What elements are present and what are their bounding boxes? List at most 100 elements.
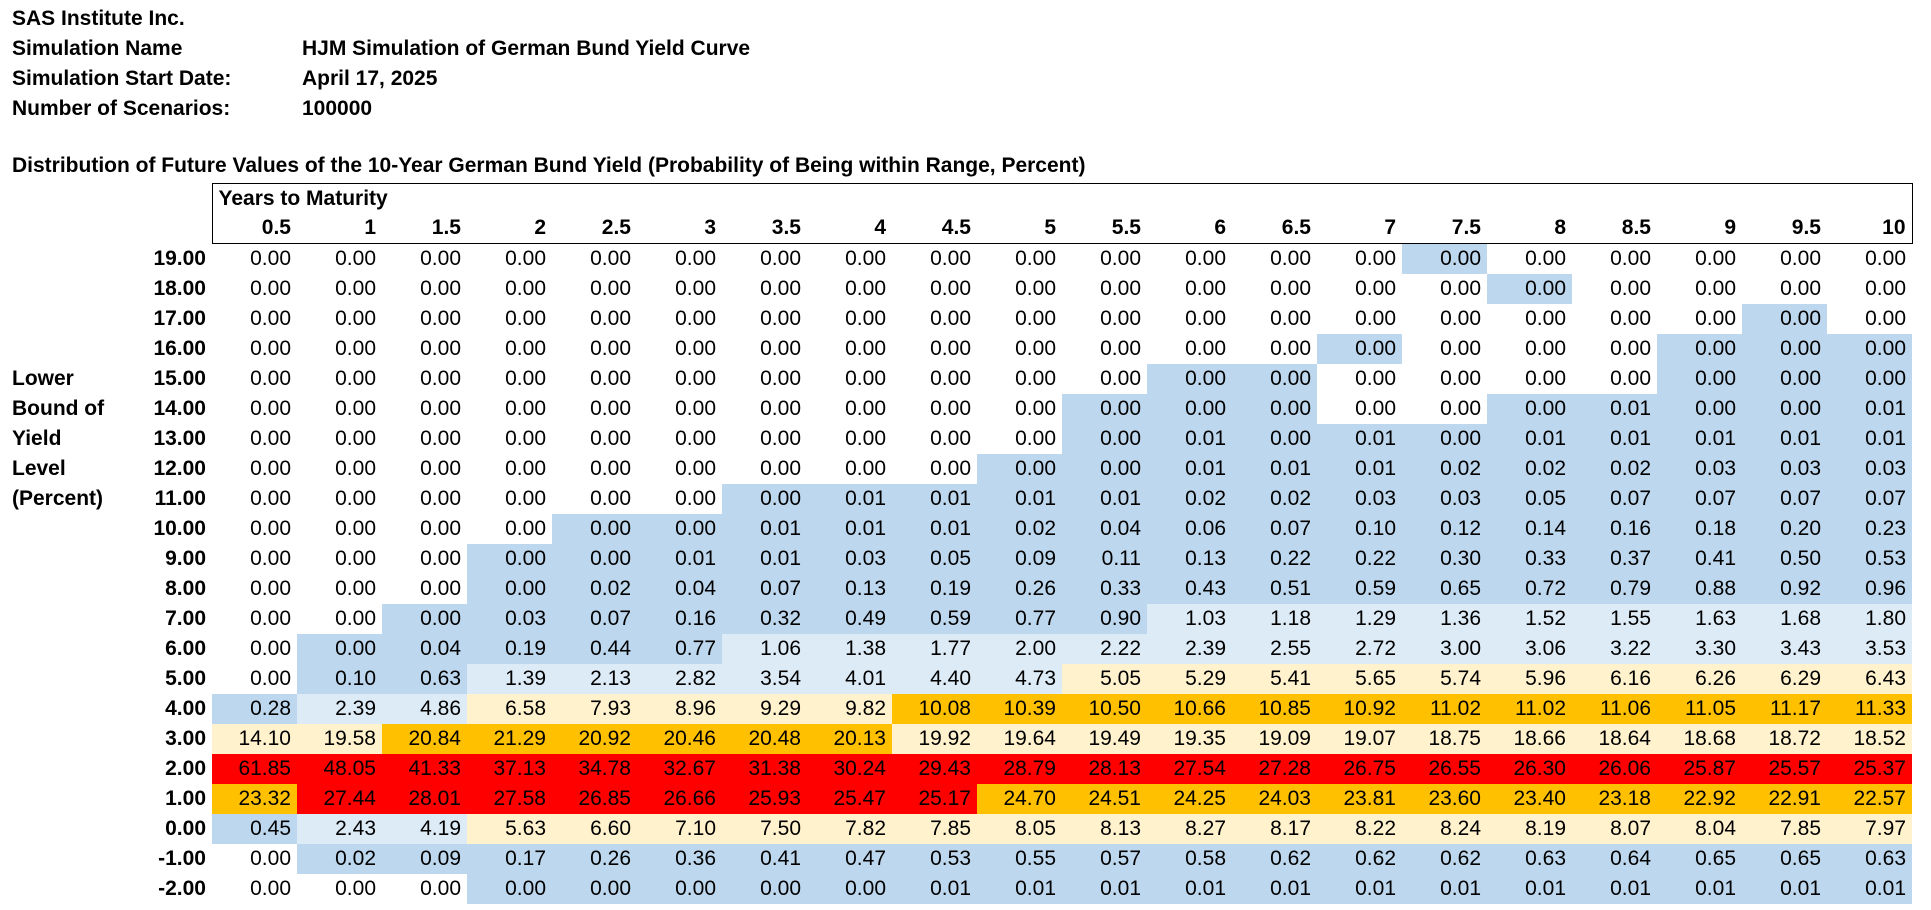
probability-cell: 0.00	[1317, 273, 1402, 304]
probability-cell: 0.00	[212, 243, 297, 274]
probability-cell: 0.65	[1402, 573, 1487, 604]
corner-cell	[127, 183, 212, 214]
probability-cell: 0.88	[1657, 573, 1742, 604]
probability-cell: 28.13	[1062, 753, 1147, 784]
row-label-cell: 16.00	[127, 333, 212, 364]
table-row: -1.00 0.00 0.02 0.09 0.17 0.26 0.36 0.41 0.47 0.5…	[127, 843, 1912, 874]
probability-cell: 0.00	[382, 513, 467, 544]
probability-cell: 0.00	[1487, 243, 1572, 274]
probability-cell: 6.26	[1657, 663, 1742, 694]
probability-cell: 0.00	[1827, 333, 1912, 364]
probability-cell: 18.66	[1487, 723, 1572, 754]
probability-cell: 0.00	[892, 393, 977, 424]
probability-cell: 0.00	[297, 243, 382, 274]
probability-cell: 0.00	[1062, 333, 1147, 364]
probability-cell: 0.01	[1742, 423, 1827, 454]
probability-cell: 0.00	[1232, 243, 1317, 274]
probability-cell: 24.03	[1232, 783, 1317, 814]
probability-cell: 0.01	[1232, 873, 1317, 904]
probability-cell: 0.00	[467, 483, 552, 514]
probability-cell: 0.64	[1572, 843, 1657, 874]
probability-cell: 0.00	[1827, 243, 1912, 274]
probability-cell: 0.16	[637, 603, 722, 634]
probability-cell: 0.00	[552, 363, 637, 394]
probability-cell: 23.32	[212, 783, 297, 814]
probability-cell: 0.00	[212, 423, 297, 454]
probability-cell: 0.01	[1572, 873, 1657, 904]
probability-cell: 0.00	[297, 423, 382, 454]
column-group-row: Years to Maturity	[127, 183, 1913, 214]
row-axis-label-line: (Percent)	[12, 487, 104, 510]
probability-cell: 0.43	[1147, 573, 1232, 604]
probability-cell: 22.92	[1657, 783, 1742, 814]
probability-cell: 1.80	[1827, 603, 1912, 634]
probability-cell: 24.25	[1147, 783, 1232, 814]
probability-cell: 0.13	[1147, 543, 1232, 574]
probability-cell: 0.00	[297, 333, 382, 364]
probability-cell: 0.07	[1572, 483, 1657, 514]
row-label-cell: 19.00	[127, 243, 212, 274]
probability-cell: 0.00	[467, 573, 552, 604]
probability-cell: 0.00	[467, 453, 552, 484]
probability-cell: 0.00	[382, 483, 467, 514]
probability-cell: 0.00	[807, 303, 892, 334]
probability-cell: 0.00	[637, 303, 722, 334]
probability-cell: 0.00	[1232, 363, 1317, 394]
probability-cell: 25.47	[807, 783, 892, 814]
probability-cell: 25.17	[892, 783, 977, 814]
probability-cell: 24.51	[1062, 783, 1147, 814]
probability-cell: 0.19	[467, 633, 552, 664]
probability-cell: 0.00	[382, 333, 467, 364]
probability-cell: 0.00	[297, 543, 382, 574]
probability-cell: 0.00	[552, 273, 637, 304]
probability-cell: 24.70	[977, 783, 1062, 814]
probability-cell: 26.55	[1402, 753, 1487, 784]
probability-cell: 0.00	[212, 633, 297, 664]
probability-cell: 0.03	[807, 543, 892, 574]
table-row: 3.00 14.10 19.58 20.84 21.29 20.92 20.46 20.48 2…	[127, 723, 1912, 754]
probability-cell: 1.18	[1232, 603, 1317, 634]
probability-cell: 5.96	[1487, 663, 1572, 694]
probability-cell: 9.82	[807, 693, 892, 724]
probability-cell: 0.00	[722, 243, 807, 274]
probability-cell: 7.10	[637, 813, 722, 844]
probability-cell: 0.00	[212, 873, 297, 904]
probability-cell: 5.29	[1147, 663, 1232, 694]
probability-cell: 7.50	[722, 813, 807, 844]
probability-cell: 0.01	[1147, 873, 1232, 904]
probability-cell: 0.49	[807, 603, 892, 634]
probability-cell: 19.07	[1317, 723, 1402, 754]
maturity-header-cell: 3	[637, 213, 722, 244]
probability-cell: 2.00	[977, 633, 1062, 664]
probability-cell: 0.00	[1657, 333, 1742, 364]
probability-cell: 0.00	[552, 483, 637, 514]
probability-cell: 0.04	[1062, 513, 1147, 544]
probability-cell: 0.07	[552, 603, 637, 634]
probability-cell: 0.00	[212, 573, 297, 604]
probability-cell: 0.00	[382, 453, 467, 484]
probability-cell: 28.01	[382, 783, 467, 814]
probability-cell: 0.00	[552, 423, 637, 454]
table-row: 15.00 0.00 0.00 0.00 0.00 0.00 0.00 0.00 0.00 0.0…	[127, 363, 1912, 394]
probability-cell: 0.10	[297, 663, 382, 694]
probability-cell: 0.00	[212, 393, 297, 424]
probability-cell: 31.38	[722, 753, 807, 784]
probability-cell: 0.00	[892, 453, 977, 484]
probability-cell: 0.00	[297, 363, 382, 394]
table-row: 14.00 0.00 0.00 0.00 0.00 0.00 0.00 0.00 0.00 0.0…	[127, 393, 1912, 424]
probability-cell: 0.00	[552, 543, 637, 574]
probability-cell: 0.00	[297, 483, 382, 514]
probability-cell: 0.00	[977, 303, 1062, 334]
probability-cell: 0.00	[977, 273, 1062, 304]
probability-cell: 3.43	[1742, 633, 1827, 664]
maturity-header-cell: 6	[1147, 213, 1232, 244]
corner-cell	[127, 213, 212, 244]
probability-cell: 0.01	[1742, 873, 1827, 904]
probability-cell: 0.00	[1657, 243, 1742, 274]
table-row: 13.00 0.00 0.00 0.00 0.00 0.00 0.00 0.00 0.00 0.0…	[127, 423, 1912, 454]
header-value: 100000	[302, 97, 373, 120]
probability-cell: 8.19	[1487, 813, 1572, 844]
probability-cell: 23.40	[1487, 783, 1572, 814]
probability-cell: 0.55	[977, 843, 1062, 874]
probability-cell: 0.00	[892, 423, 977, 454]
